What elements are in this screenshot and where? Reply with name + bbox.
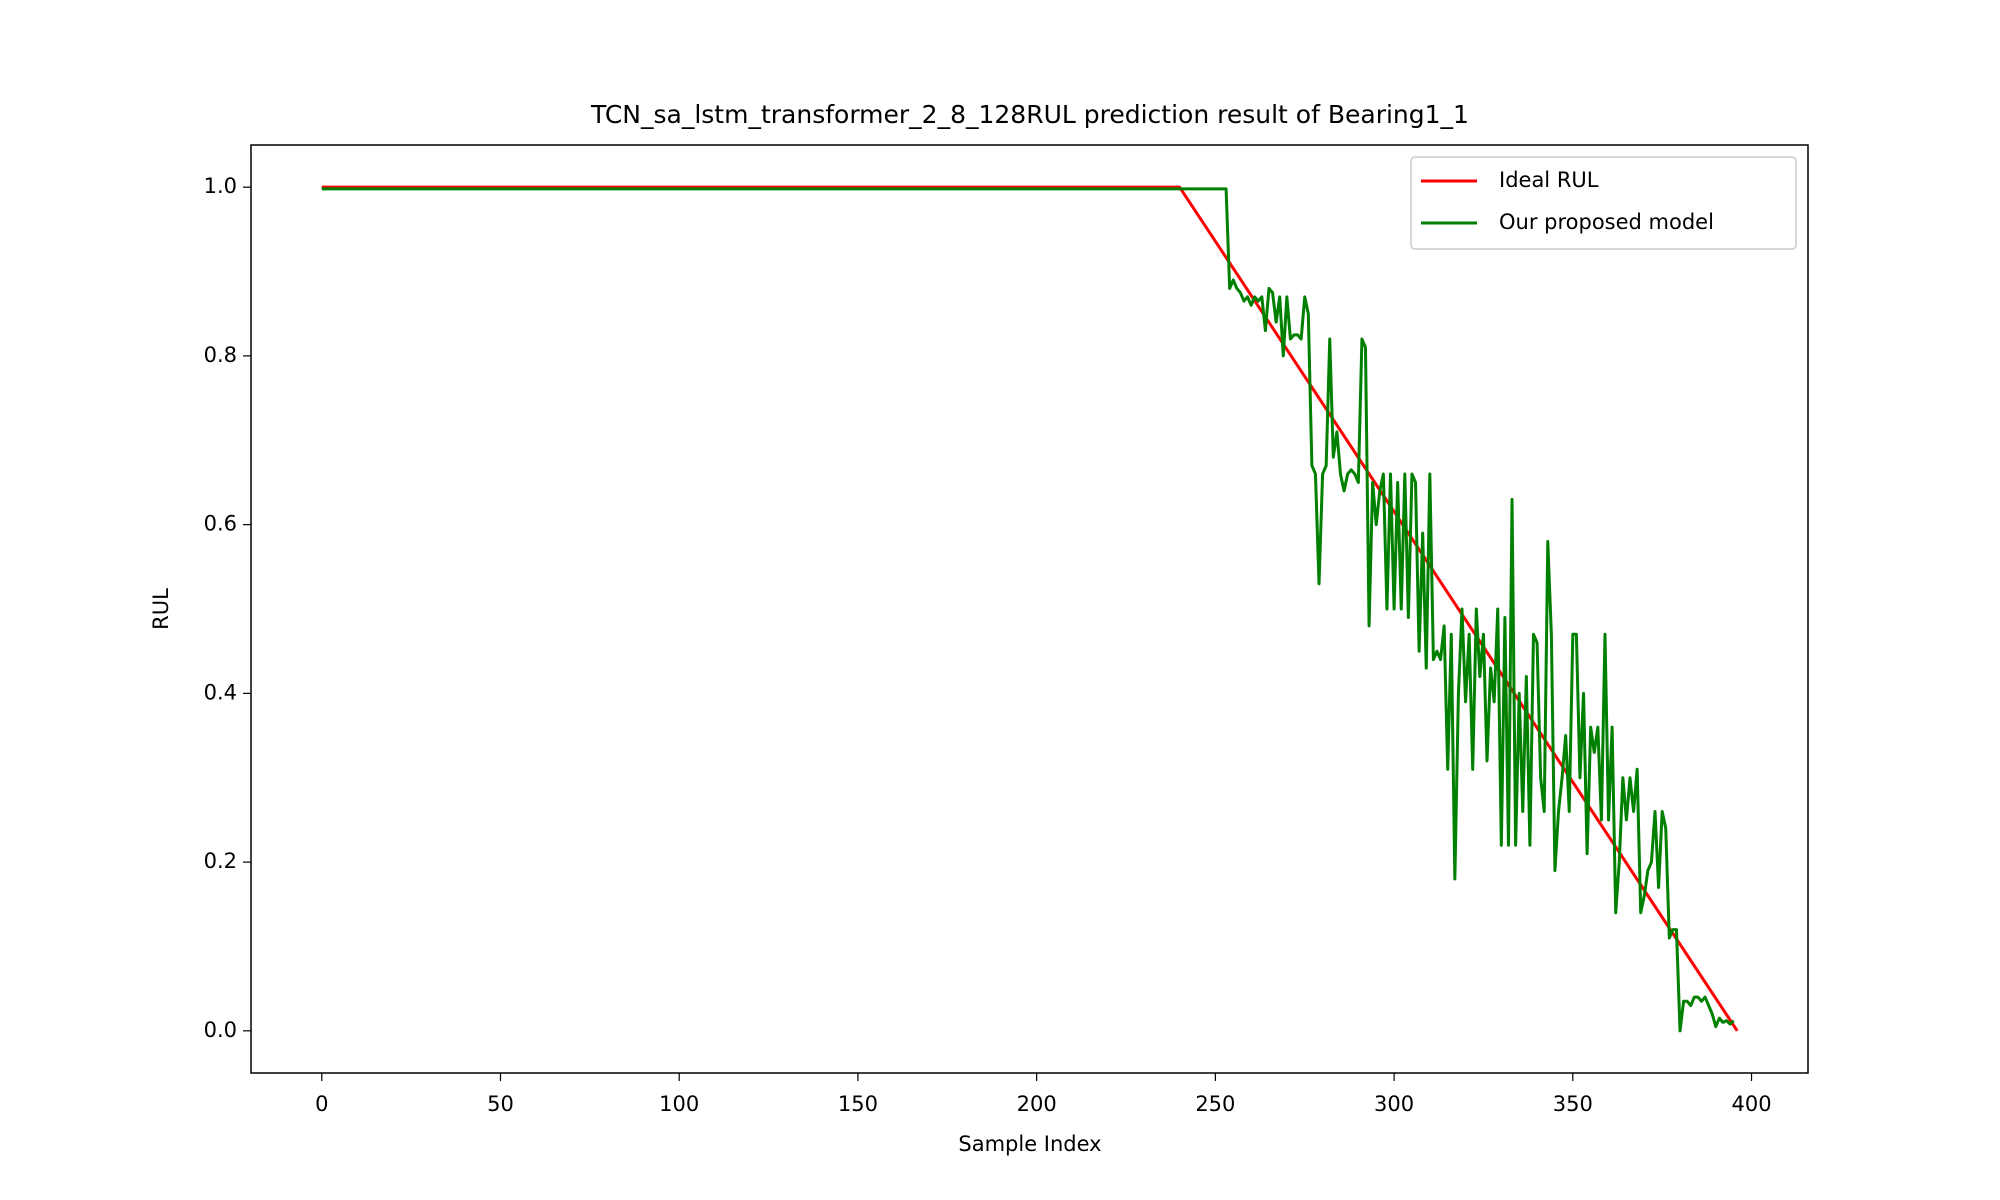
x-tick-label: 150 xyxy=(838,1092,878,1116)
x-tick-label: 350 xyxy=(1553,1092,1593,1116)
plot-frame xyxy=(250,144,1809,1074)
series-line xyxy=(321,185,1739,1032)
x-tick-label: 100 xyxy=(659,1092,699,1116)
series-line xyxy=(321,187,1735,1033)
x-tick-label: 300 xyxy=(1374,1092,1414,1116)
y-tick-label: 0.8 xyxy=(204,343,237,367)
x-tick-label: 400 xyxy=(1731,1092,1771,1116)
x-tick-label: 50 xyxy=(487,1092,514,1116)
chart-title: TCN_sa_lstm_transformer_2_8_128RUL predi… xyxy=(590,100,1469,129)
y-tick-label: 0.4 xyxy=(204,680,237,704)
legend-box xyxy=(1410,156,1797,250)
x-tick-label: 0 xyxy=(315,1092,328,1116)
y-tick-label: 0.0 xyxy=(204,1018,237,1042)
y-tick-label: 1.0 xyxy=(204,174,237,198)
legend-label: Ideal RUL xyxy=(1499,168,1599,192)
y-axis-label: RUL xyxy=(149,588,173,630)
x-tick-label: 200 xyxy=(1017,1092,1057,1116)
x-tick-label: 250 xyxy=(1195,1092,1235,1116)
y-tick-label: 0.2 xyxy=(204,849,237,873)
x-axis-label: Sample Index xyxy=(958,1132,1101,1156)
y-tick-label: 0.6 xyxy=(204,512,237,536)
legend-label: Our proposed model xyxy=(1499,210,1714,234)
